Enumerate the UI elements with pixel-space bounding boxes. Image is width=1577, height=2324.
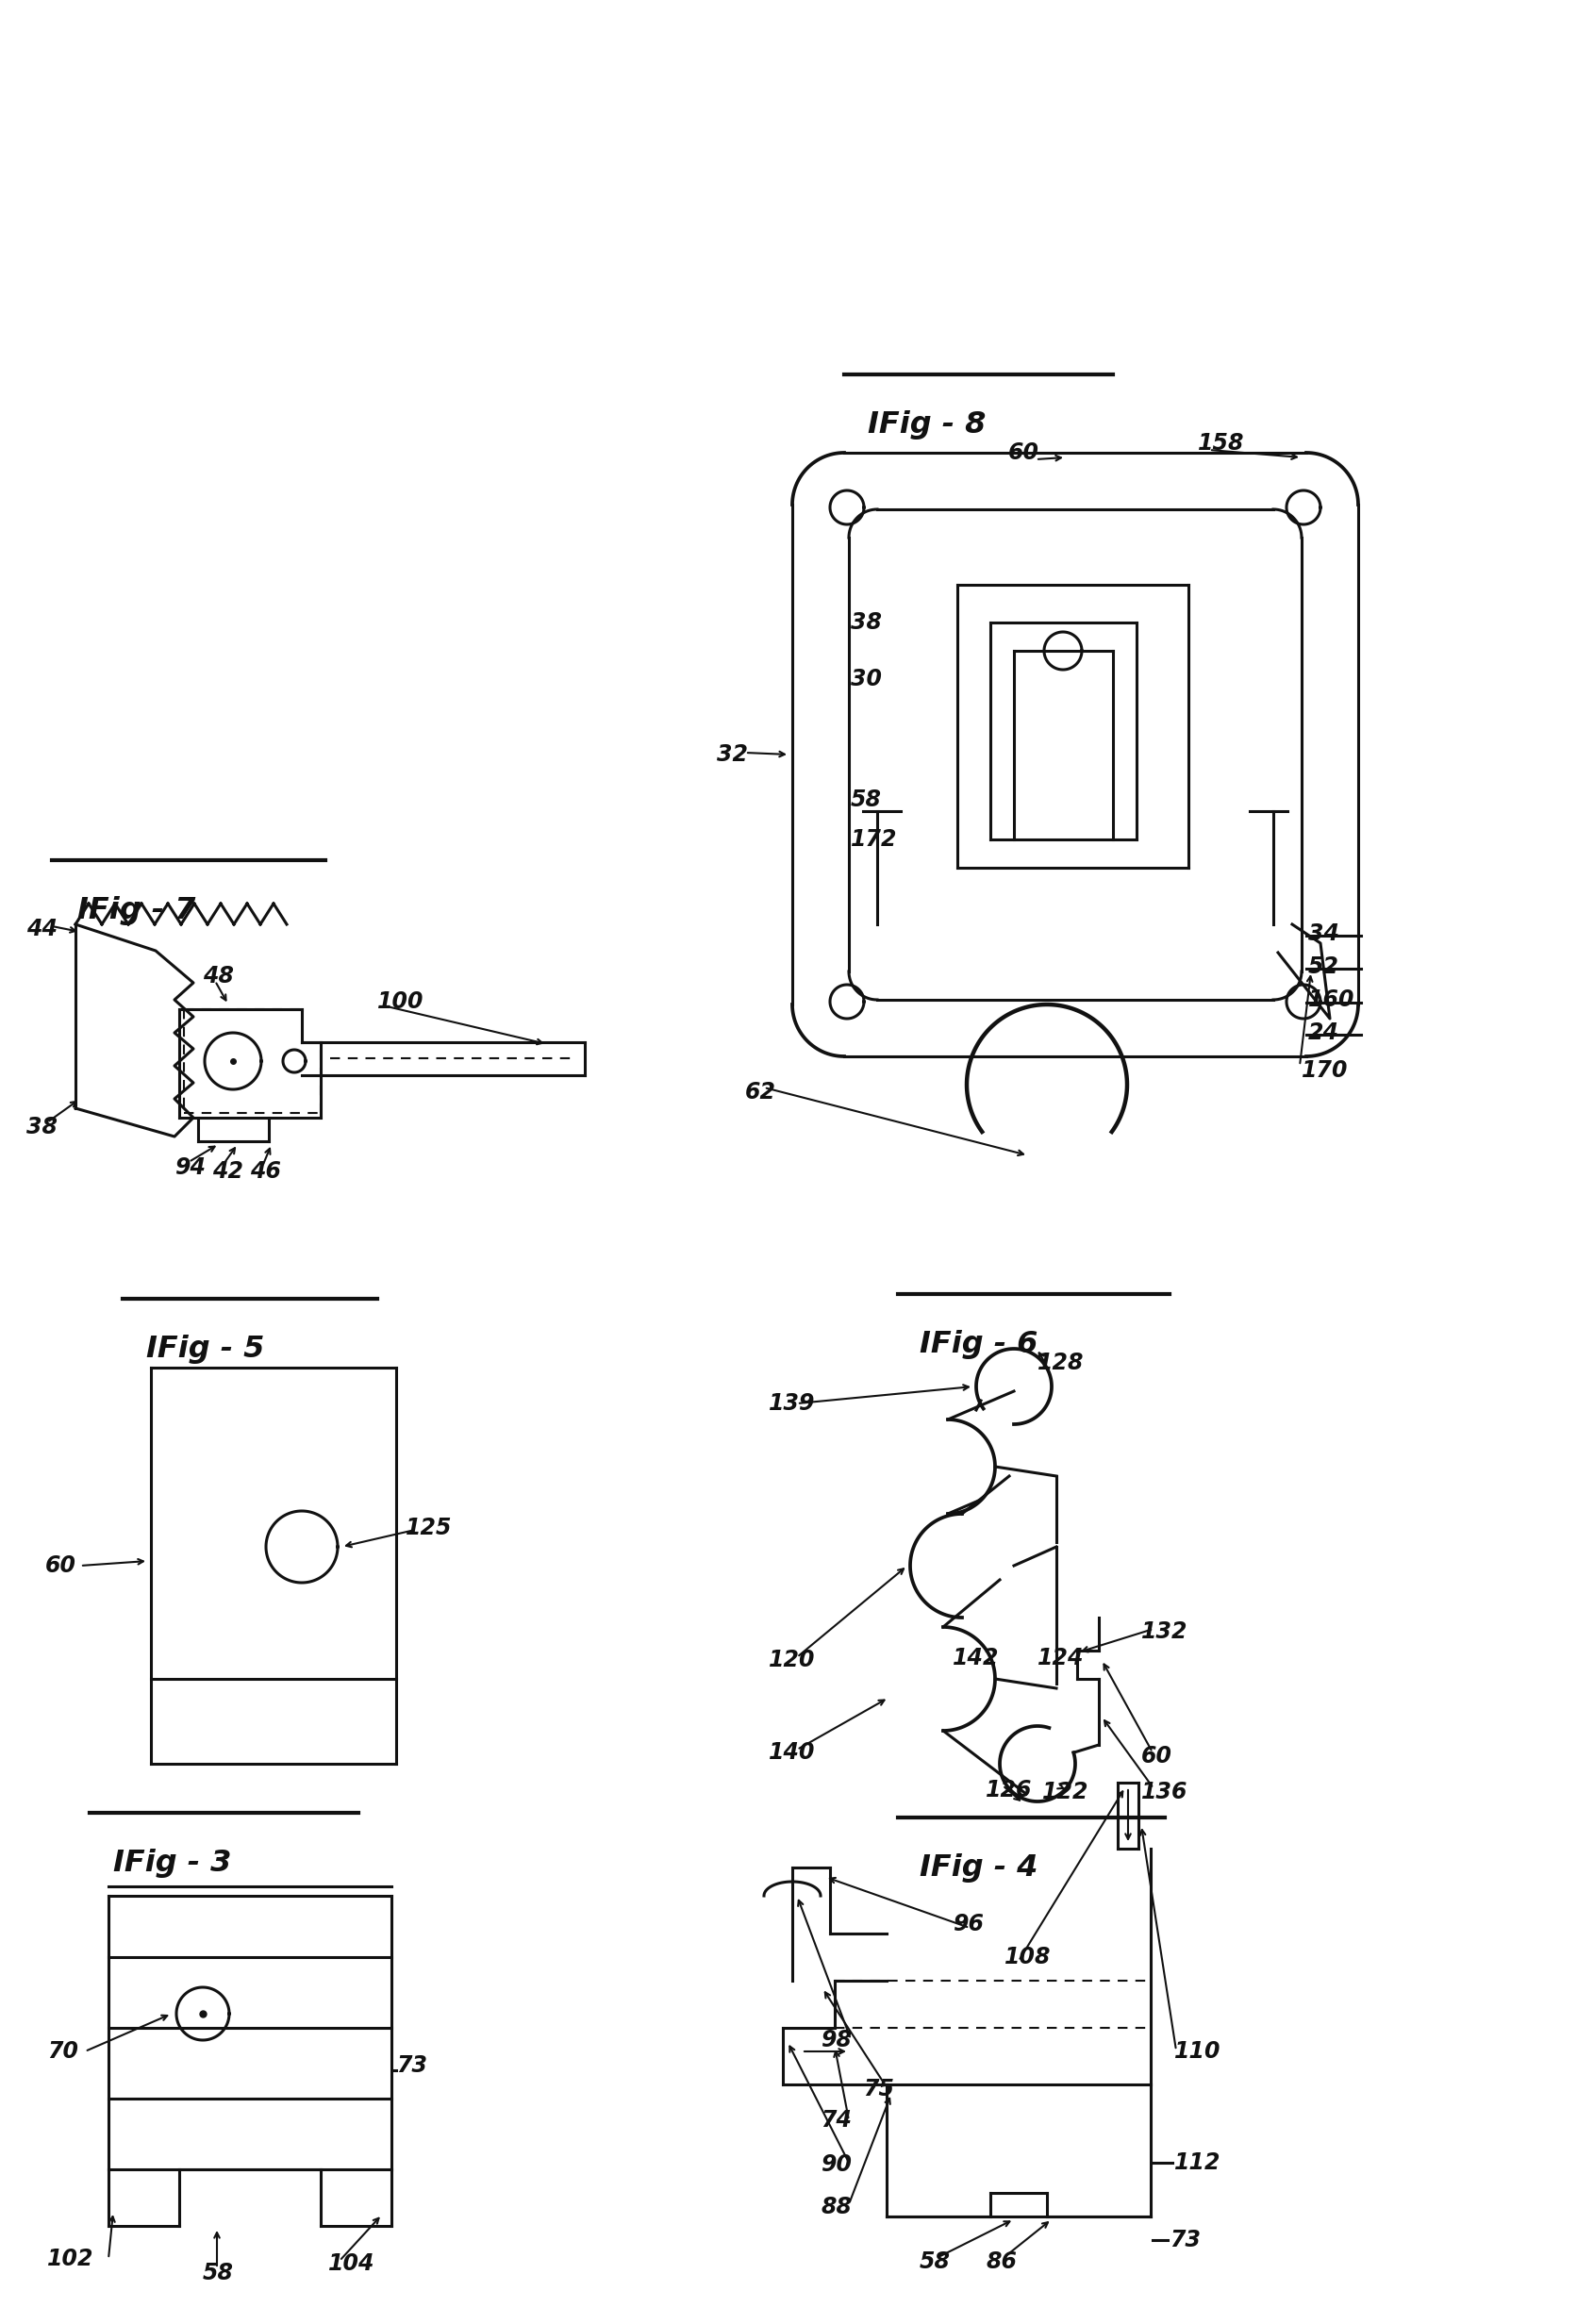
Text: 42: 42 xyxy=(213,1160,243,1183)
Text: 74: 74 xyxy=(820,2108,852,2131)
Text: 44: 44 xyxy=(27,918,57,941)
Text: 75: 75 xyxy=(863,2078,894,2101)
Text: 104: 104 xyxy=(328,2252,375,2275)
Text: 125: 125 xyxy=(405,1518,453,1538)
Text: 108: 108 xyxy=(1005,1945,1052,1968)
Text: 98: 98 xyxy=(820,2029,852,2052)
Text: 172: 172 xyxy=(850,827,897,851)
Text: 60: 60 xyxy=(46,1555,76,1578)
Text: 58: 58 xyxy=(850,788,882,811)
Text: 32: 32 xyxy=(718,744,747,767)
Text: IFig - 8: IFig - 8 xyxy=(867,411,986,439)
Text: 60: 60 xyxy=(1142,1745,1172,1769)
Text: 73: 73 xyxy=(396,2054,427,2078)
Text: 142: 142 xyxy=(953,1648,1000,1669)
Text: 126: 126 xyxy=(986,1778,1033,1801)
Text: 139: 139 xyxy=(768,1392,815,1415)
Text: 58: 58 xyxy=(919,2250,951,2273)
Text: IFig - 5: IFig - 5 xyxy=(147,1334,265,1364)
Text: 160: 160 xyxy=(1309,988,1355,1011)
Text: 48: 48 xyxy=(203,964,233,988)
Text: 128: 128 xyxy=(1038,1353,1085,1373)
Text: 90: 90 xyxy=(820,2154,852,2175)
Text: 136: 136 xyxy=(1142,1780,1187,1803)
Text: 38: 38 xyxy=(850,611,882,634)
Text: 38: 38 xyxy=(27,1116,57,1139)
Text: 34: 34 xyxy=(1309,923,1339,946)
Text: 70: 70 xyxy=(47,2040,79,2064)
Text: 52: 52 xyxy=(1309,955,1339,978)
Text: 132: 132 xyxy=(1142,1620,1187,1643)
Text: IFig - 3: IFig - 3 xyxy=(114,1848,232,1878)
Text: 100: 100 xyxy=(377,990,424,1013)
Text: 46: 46 xyxy=(249,1160,281,1183)
Text: 120: 120 xyxy=(768,1648,815,1671)
Text: 60: 60 xyxy=(1008,442,1039,465)
Text: 102: 102 xyxy=(47,2247,95,2271)
Text: 24: 24 xyxy=(1309,1023,1339,1043)
Text: IFig - 6: IFig - 6 xyxy=(919,1329,1038,1360)
Text: 158: 158 xyxy=(1199,432,1244,456)
Text: 58: 58 xyxy=(203,2261,233,2284)
Text: 170: 170 xyxy=(1301,1060,1348,1083)
Text: 96: 96 xyxy=(953,1913,984,1936)
Text: 94: 94 xyxy=(175,1157,205,1178)
Text: 30: 30 xyxy=(850,667,882,690)
Text: 124: 124 xyxy=(1038,1648,1085,1669)
Text: 122: 122 xyxy=(1042,1780,1088,1803)
Text: 88: 88 xyxy=(820,2196,852,2219)
Text: IFig - 4: IFig - 4 xyxy=(919,1852,1038,1882)
Text: 110: 110 xyxy=(1175,2040,1221,2064)
Text: 86: 86 xyxy=(986,2250,1017,2273)
Text: 112: 112 xyxy=(1175,2152,1221,2173)
Text: 62: 62 xyxy=(744,1081,776,1104)
Text: IFig - 7: IFig - 7 xyxy=(77,897,196,925)
Text: 140: 140 xyxy=(768,1741,815,1764)
Text: 73: 73 xyxy=(1170,2229,1200,2252)
